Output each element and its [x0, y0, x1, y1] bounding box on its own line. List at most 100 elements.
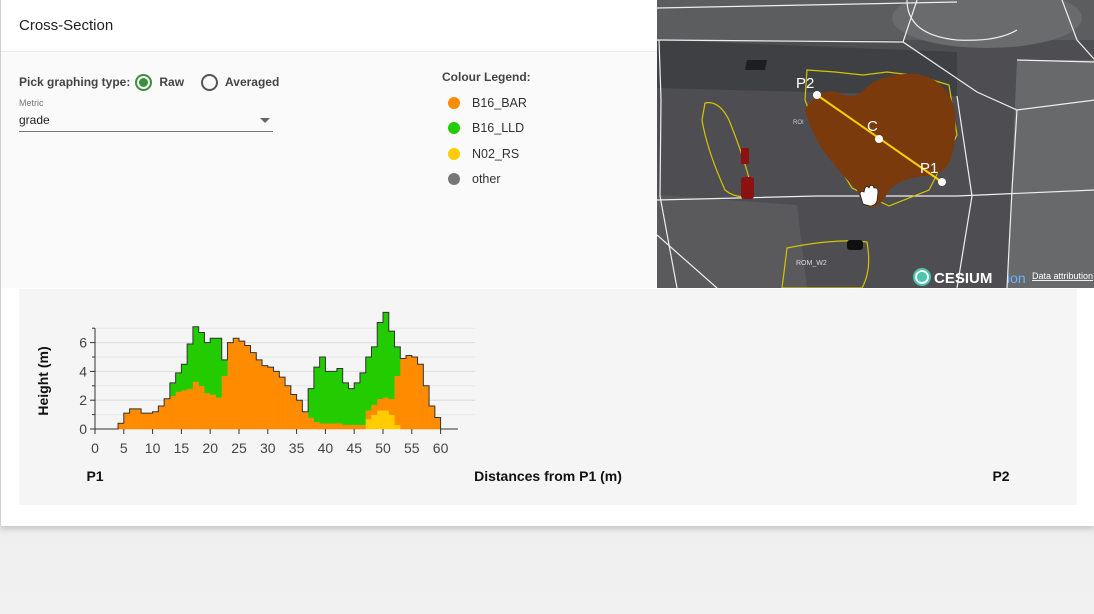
- bar-segment: [302, 411, 309, 430]
- y-tick-label: 0: [79, 421, 87, 437]
- chart-series: [95, 311, 458, 430]
- bar-segment: [285, 385, 292, 430]
- p2-handle-icon[interactable]: [813, 91, 821, 99]
- metric-select[interactable]: grade: [19, 110, 273, 132]
- x-tick-label: 0: [91, 440, 99, 456]
- radio-selected-icon[interactable]: [135, 73, 153, 91]
- radio-averaged[interactable]: Averaged: [201, 73, 291, 91]
- legend-swatch: [448, 122, 460, 135]
- metric-value[interactable]: grade: [19, 113, 50, 127]
- bar-segment: [198, 385, 205, 430]
- bar-segment: [319, 423, 326, 430]
- cross-section-panel: Cross-Section Pick graphing type: Raw Av…: [0, 0, 1094, 526]
- bar-segment: [331, 371, 338, 424]
- legend-label: B16_LLD: [472, 121, 525, 136]
- map-label-p2: P2: [796, 75, 814, 92]
- bar-segment: [227, 342, 234, 430]
- map-canvas[interactable]: P2 C P1 ROI ROM_W2 CESIUM ion Data attri…: [657, 0, 1094, 288]
- bar-segment: [359, 372, 367, 425]
- x-tick-label: 40: [318, 440, 334, 456]
- red-block: [741, 148, 749, 164]
- bar-segment: [250, 352, 257, 430]
- x-tick-label: 30: [260, 440, 276, 456]
- bar-segment: [336, 368, 343, 424]
- bar-segment: [365, 357, 372, 411]
- legend-item: B16_LLD: [442, 116, 531, 142]
- map-label-c: C: [867, 118, 878, 135]
- legend-swatch: [448, 96, 460, 109]
- graph-type-label: Pick graphing type:: [19, 75, 131, 89]
- profile-outline: [95, 311, 458, 430]
- bar-segment: [342, 424, 349, 430]
- bar-segment: [262, 365, 269, 430]
- terrain-right: [1007, 60, 1094, 288]
- bar-segment: [394, 424, 401, 430]
- bar-segment: [319, 357, 326, 424]
- x-tick-label: 55: [404, 440, 420, 456]
- panel-header: Cross-Section: [1, 0, 657, 52]
- radio-raw[interactable]: Raw: [135, 73, 196, 91]
- bar-segment: [233, 338, 240, 430]
- bar-segment: [175, 372, 182, 392]
- bar-segment: [187, 344, 194, 389]
- x-tick-label: 35: [289, 440, 305, 456]
- bar-segment: [296, 400, 303, 430]
- bar-segment: [336, 423, 343, 430]
- legend-label: B16_BAR: [472, 95, 527, 110]
- p2-end-label: P2: [992, 468, 1009, 484]
- bar-segment: [141, 413, 148, 430]
- bar-segment: [204, 342, 211, 394]
- bar-segment: [244, 345, 251, 430]
- bar-segment: [365, 418, 372, 430]
- bar-segment: [354, 424, 361, 430]
- bar-segment: [267, 367, 274, 430]
- bar-segment: [308, 388, 315, 418]
- bar-segment: [423, 385, 430, 430]
- terrain-top-right: [892, 0, 1082, 48]
- bar-segment: [175, 391, 182, 430]
- x-tick-label: 5: [120, 440, 128, 456]
- bar-segment: [192, 326, 199, 382]
- bar-segment: [348, 424, 355, 430]
- bar-segment: [342, 382, 349, 425]
- dropdown-caret-icon[interactable]: [260, 118, 270, 123]
- bar-segment: [256, 359, 263, 430]
- c-handle-icon[interactable]: [875, 135, 883, 143]
- x-tick-label: 20: [202, 440, 218, 456]
- y-tick-label: 2: [79, 392, 87, 408]
- bar-segment: [192, 381, 199, 430]
- legend-item: other: [442, 167, 531, 193]
- bar-segment: [388, 331, 395, 400]
- bar-segment: [388, 398, 395, 415]
- x-tick-label: 15: [174, 440, 190, 456]
- radio-raw-label[interactable]: Raw: [159, 75, 185, 89]
- legend-title: Colour Legend:: [442, 70, 531, 84]
- radio-averaged-label[interactable]: Averaged: [225, 75, 280, 89]
- bar-segment: [273, 371, 280, 430]
- hand-cursor-icon: [859, 184, 879, 207]
- bar-segment: [388, 414, 395, 430]
- map-label-p1: P1: [920, 160, 938, 177]
- bar-segment: [331, 423, 338, 430]
- controls-section: Pick graphing type: Raw Averaged Metric …: [1, 52, 657, 288]
- bar-segment: [181, 364, 188, 391]
- bar-segment: [377, 398, 384, 411]
- bar-segment: [123, 413, 130, 430]
- bar-segment: [290, 394, 297, 430]
- radio-unselected-icon[interactable]: [201, 73, 219, 91]
- bar-segment: [221, 375, 228, 430]
- bar-segment: [417, 364, 424, 430]
- boundary-outline-bottom: [781, 240, 870, 288]
- radio-dot-icon: [139, 77, 149, 87]
- cesium-brand-suffix: ion: [1007, 270, 1026, 286]
- x-axis-label: Distances from P1 (m): [474, 468, 622, 484]
- bar-segment: [383, 397, 390, 411]
- bar-segment: [204, 393, 211, 430]
- data-attribution-link[interactable]: Data attribution: [1032, 271, 1093, 281]
- p1-handle-icon[interactable]: [938, 178, 946, 186]
- bar-segment: [198, 332, 205, 387]
- bar-segment: [383, 312, 390, 398]
- bar-segment: [181, 390, 188, 430]
- map-viewer[interactable]: P2 C P1 ROI ROM_W2 CESIUM ion Data attri…: [657, 0, 1094, 288]
